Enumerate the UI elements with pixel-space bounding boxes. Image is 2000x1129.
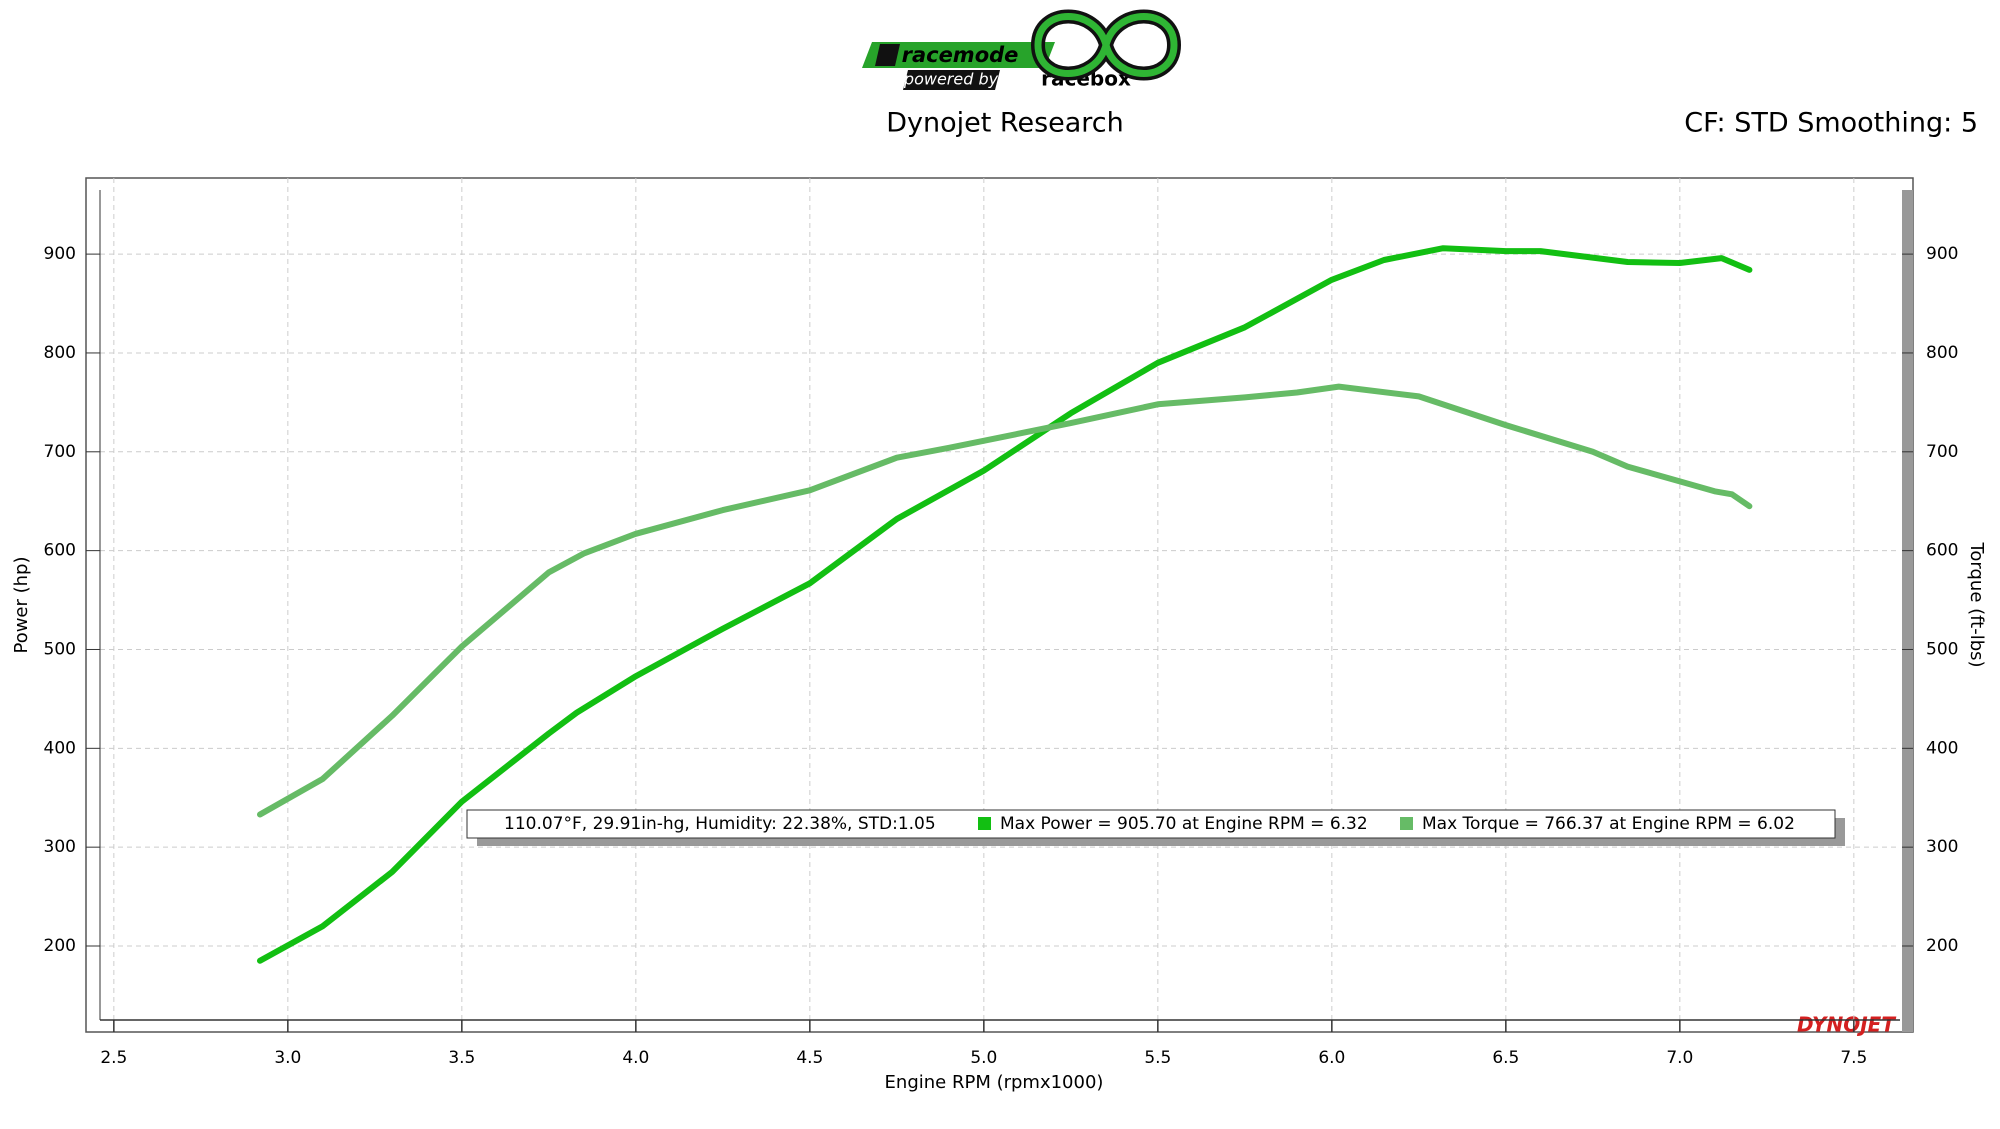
- annotation: 110.07°F, 29.91in-hg, Humidity: 22.38%, …: [504, 814, 936, 834]
- y-tick-label: 900: [44, 244, 76, 264]
- chart-title: Dynojet Research: [886, 108, 1124, 139]
- y2-tick-label: 900: [1926, 244, 1958, 264]
- y2-tick-label: 800: [1926, 343, 1958, 363]
- y2-tick-label: 600: [1926, 541, 1958, 561]
- x-tick-label: 6.0: [1318, 1048, 1345, 1068]
- x-tick-label: 6.5: [1492, 1048, 1519, 1068]
- x-tick-label: 4.0: [622, 1048, 649, 1068]
- chart-subtitle: CF: STD Smoothing: 5: [1684, 108, 1978, 139]
- y-tick-label: 700: [44, 442, 76, 462]
- logo: racemode powered by racebox: [862, 9, 1182, 91]
- logo-brand: racemode: [902, 43, 1019, 67]
- y2-tick-label: 400: [1926, 738, 1958, 758]
- axis-bar: [1902, 190, 1913, 1032]
- y2-axis-label: Torque (ft-lbs): [1966, 541, 1987, 667]
- series-line: [257, 383, 1753, 818]
- x-tick-label: 3.5: [448, 1048, 475, 1068]
- x-axis-label: Engine RPM (rpmx1000): [885, 1072, 1104, 1093]
- plot-area: [85, 177, 1914, 1033]
- x-tick-label: 5.0: [970, 1048, 997, 1068]
- y-tick-label: 500: [44, 639, 76, 659]
- legend-swatch: [1400, 817, 1413, 830]
- legend-entry: Max Power = 905.70 at Engine RPM = 6.32: [1000, 814, 1368, 834]
- x-tick-label: 5.5: [1144, 1048, 1171, 1068]
- series-line: [257, 245, 1753, 964]
- y-tick-label: 200: [44, 936, 76, 956]
- legend-box: [466, 809, 1836, 839]
- x-tick-label: 3.0: [274, 1048, 301, 1068]
- legend: 110.07°F, 29.91in-hg, Humidity: 22.38%, …: [466, 809, 1845, 846]
- watermark: DYNOJET: [1797, 1013, 1896, 1037]
- legend-entry: Max Torque = 766.37 at Engine RPM = 6.02: [1422, 814, 1795, 834]
- x-tick-label: 7.0: [1666, 1048, 1693, 1068]
- x-tick-label: 4.5: [796, 1048, 823, 1068]
- x-tick-label: 2.5: [100, 1048, 127, 1068]
- y-tick-label: 600: [44, 541, 76, 561]
- y-tick-label: 300: [44, 837, 76, 857]
- y2-tick-label: 300: [1926, 837, 1958, 857]
- y2-tick-label: 500: [1926, 639, 1958, 659]
- y-tick-label: 400: [44, 738, 76, 758]
- y-axis-label: Power (hp): [11, 556, 32, 653]
- y-tick-label: 800: [44, 343, 76, 363]
- logo-powered: powered by: [903, 70, 999, 89]
- y2-tick-label: 200: [1926, 936, 1958, 956]
- legend-swatch: [978, 817, 991, 830]
- y2-tick-label: 700: [1926, 442, 1958, 462]
- x-tick-label: 7.5: [1840, 1048, 1867, 1068]
